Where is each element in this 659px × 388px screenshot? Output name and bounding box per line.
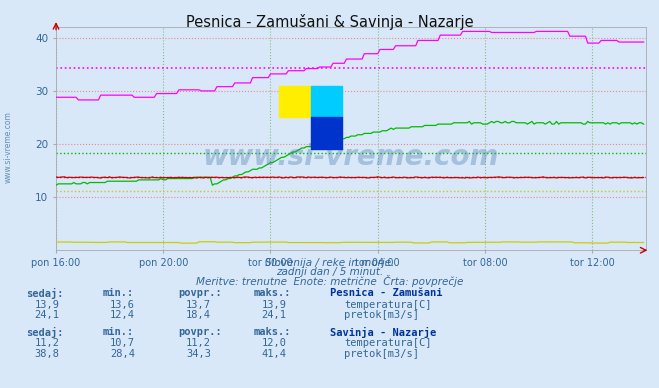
Text: 18,4: 18,4 [186,310,211,320]
Text: 13,9: 13,9 [34,300,59,310]
Text: Pesnica - Zamušani: Pesnica - Zamušani [330,288,442,298]
Text: temperatura[C]: temperatura[C] [344,300,432,310]
Text: Meritve: trenutne  Enote: metrične  Črta: povprečje: Meritve: trenutne Enote: metrične Črta: … [196,275,463,288]
Text: pretok[m3/s]: pretok[m3/s] [344,349,419,359]
Text: sedaj:: sedaj: [26,327,64,338]
Text: Savinja - Nazarje: Savinja - Nazarje [330,327,436,338]
Text: 12,4: 12,4 [110,310,135,320]
Text: www.si-vreme.com: www.si-vreme.com [3,111,13,184]
Text: 28,4: 28,4 [110,349,135,359]
Text: sedaj:: sedaj: [26,288,64,299]
Text: 13,6: 13,6 [110,300,135,310]
Text: pretok[m3/s]: pretok[m3/s] [344,310,419,320]
Bar [279,86,310,118]
Text: 24,1: 24,1 [262,310,287,320]
Text: Slovenija / reke in morje.: Slovenija / reke in morje. [265,258,394,268]
Text: 38,8: 38,8 [34,349,59,359]
Text: povpr.:: povpr.: [178,327,221,337]
Text: Pesnica - Zamušani & Savinja - Nazarje: Pesnica - Zamušani & Savinja - Nazarje [186,14,473,29]
Text: zadnji dan / 5 minut.: zadnji dan / 5 minut. [276,267,383,277]
Bar [310,118,342,149]
Text: 13,9: 13,9 [262,300,287,310]
Text: 13,7: 13,7 [186,300,211,310]
Text: povpr.:: povpr.: [178,288,221,298]
Text: 34,3: 34,3 [186,349,211,359]
Text: 11,2: 11,2 [186,338,211,348]
Text: 11,2: 11,2 [34,338,59,348]
Text: min.:: min.: [102,288,133,298]
Text: 41,4: 41,4 [262,349,287,359]
Text: maks.:: maks.: [254,327,291,337]
Text: maks.:: maks.: [254,288,291,298]
Text: 24,1: 24,1 [34,310,59,320]
Text: www.si-vreme.com: www.si-vreme.com [203,142,499,171]
Text: 10,7: 10,7 [110,338,135,348]
Text: temperatura[C]: temperatura[C] [344,338,432,348]
Text: 12,0: 12,0 [262,338,287,348]
Bar [310,86,342,118]
Text: min.:: min.: [102,327,133,337]
